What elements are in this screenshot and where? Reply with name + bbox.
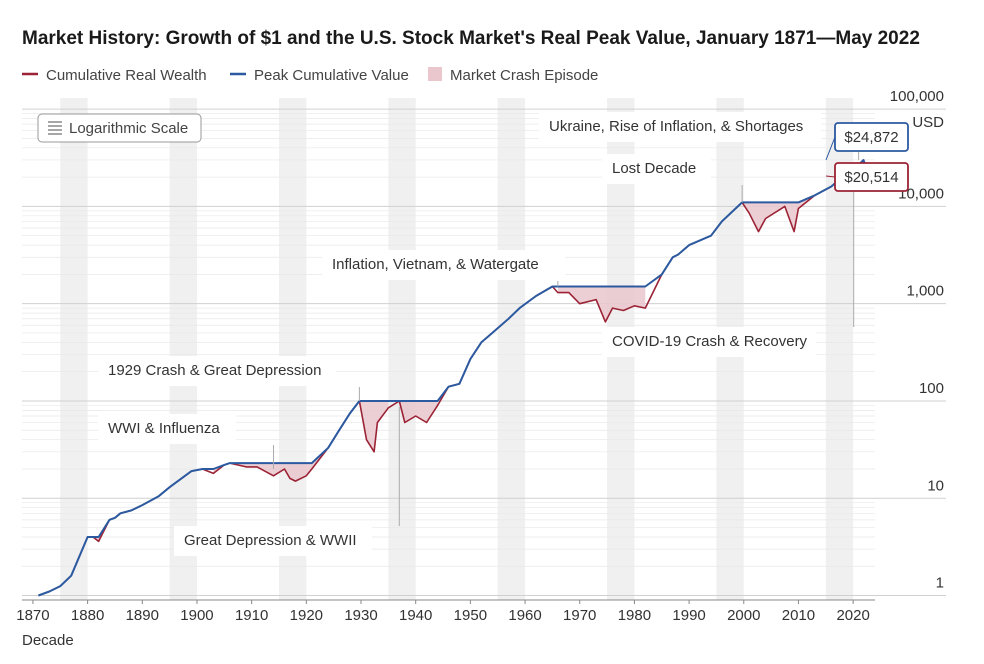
decade-band xyxy=(497,98,526,600)
annotation-text: Lost Decade xyxy=(612,160,696,177)
crash-episode-fills xyxy=(93,160,867,542)
y-axis: 1 10 100 1,000 10,000 100,000 USD xyxy=(890,88,944,591)
x-tick-label: 1900 xyxy=(180,607,213,624)
x-tick-label: 1950 xyxy=(454,607,487,624)
y-tick-label: 100,000 xyxy=(890,88,944,105)
decade-band xyxy=(169,98,197,600)
x-tick-label: 1920 xyxy=(290,607,323,624)
annotation-box xyxy=(98,356,336,386)
peak-value-line xyxy=(38,159,868,597)
y-tick-label: 10 xyxy=(927,477,944,494)
value-label: $24,872 xyxy=(825,122,909,161)
series-lines xyxy=(38,159,868,597)
y-unit-label: USD xyxy=(912,114,944,131)
annotation-text: WWI & Influenza xyxy=(108,420,220,437)
legend-swatch-crash-episode xyxy=(428,67,442,81)
x-axis-title: Decade xyxy=(22,632,74,649)
annotations: WWI & Influenza 1929 Crash & Great Depres… xyxy=(98,112,860,556)
x-axis: 1870 1880 1890 1900 1910 1920 1930 1940 1950 1960… xyxy=(16,599,875,624)
x-tick-label: 2010 xyxy=(782,607,815,624)
x-tick-label: 1910 xyxy=(235,607,268,624)
x-tick-label: 1970 xyxy=(563,607,596,624)
annotation-box xyxy=(174,526,372,556)
x-tick-label: 1990 xyxy=(672,607,705,624)
annotation: 1929 Crash & Great Depression xyxy=(98,356,360,401)
chart-title: Market History: Growth of $1 and the U.S… xyxy=(22,28,920,49)
crash-episode-area xyxy=(557,286,646,322)
annotation: Lost Decade xyxy=(602,154,743,203)
value-label-box xyxy=(834,122,909,152)
annotation-box xyxy=(539,112,821,142)
annotation-text: 1929 Crash & Great Depression xyxy=(108,362,321,379)
value-label-leader xyxy=(825,175,836,178)
y-tick-label: 100 xyxy=(919,380,944,397)
annotation-box xyxy=(322,250,565,280)
value-label-box xyxy=(834,162,909,192)
x-tick-label: 1880 xyxy=(71,607,104,624)
log-scale-badge: Logarithmic Scale xyxy=(37,113,202,143)
x-tick-label: 1930 xyxy=(344,607,377,624)
x-tick-label: 2000 xyxy=(727,607,760,624)
value-label-leader xyxy=(825,136,836,161)
y-tick-label: 1 xyxy=(936,575,944,592)
annotation-box xyxy=(602,154,711,184)
crash-episode-area xyxy=(399,401,438,423)
y-tick-label: 10,000 xyxy=(898,185,944,202)
x-tick-label: 2020 xyxy=(836,607,869,624)
legend: Cumulative Real Wealth Peak Cumulative V… xyxy=(22,67,598,84)
value-label: $20,514 xyxy=(825,162,909,192)
legend-label-peak-value: Peak Cumulative Value xyxy=(254,67,409,84)
annotation: Ukraine, Rise of Inflation, & Shortages xyxy=(539,112,860,160)
x-tick-label: 1890 xyxy=(126,607,159,624)
value-label-text: $20,514 xyxy=(844,169,898,186)
annotation: Great Depression & WWII xyxy=(174,406,400,556)
annotation-box xyxy=(98,414,236,444)
decade-band xyxy=(60,98,88,600)
decade-band xyxy=(388,98,416,600)
annotation-text: Ukraine, Rise of Inflation, & Shortages xyxy=(549,118,803,135)
decade-band xyxy=(278,98,307,600)
annotation-text: Inflation, Vietnam, & Watergate xyxy=(332,256,539,273)
legend-label-crash-episode: Market Crash Episode xyxy=(450,67,598,84)
annotation: WWI & Influenza xyxy=(98,414,275,469)
legend-label-real-wealth: Cumulative Real Wealth xyxy=(46,67,207,84)
annotation-box xyxy=(602,327,816,357)
annotation: Inflation, Vietnam, & Watergate xyxy=(322,250,565,287)
list-icon xyxy=(48,121,62,135)
x-tick-label: 1960 xyxy=(508,607,541,624)
end-value-labels: $24,872 $20,514 xyxy=(825,122,909,192)
annotation-text: COVID-19 Crash & Recovery xyxy=(612,333,808,350)
y-tick-label: 1,000 xyxy=(906,283,944,300)
x-tick-label: 1940 xyxy=(399,607,432,624)
log-scale-label: Logarithmic Scale xyxy=(69,120,188,137)
x-tick-label: 1870 xyxy=(16,607,49,624)
x-tick-label: 1980 xyxy=(618,607,651,624)
crash-episode-area xyxy=(229,447,329,482)
value-label-text: $24,872 xyxy=(844,129,898,146)
annotation: COVID-19 Crash & Recovery xyxy=(602,183,855,357)
crash-episode-area xyxy=(742,195,815,232)
annotation-text: Great Depression & WWII xyxy=(184,532,357,549)
